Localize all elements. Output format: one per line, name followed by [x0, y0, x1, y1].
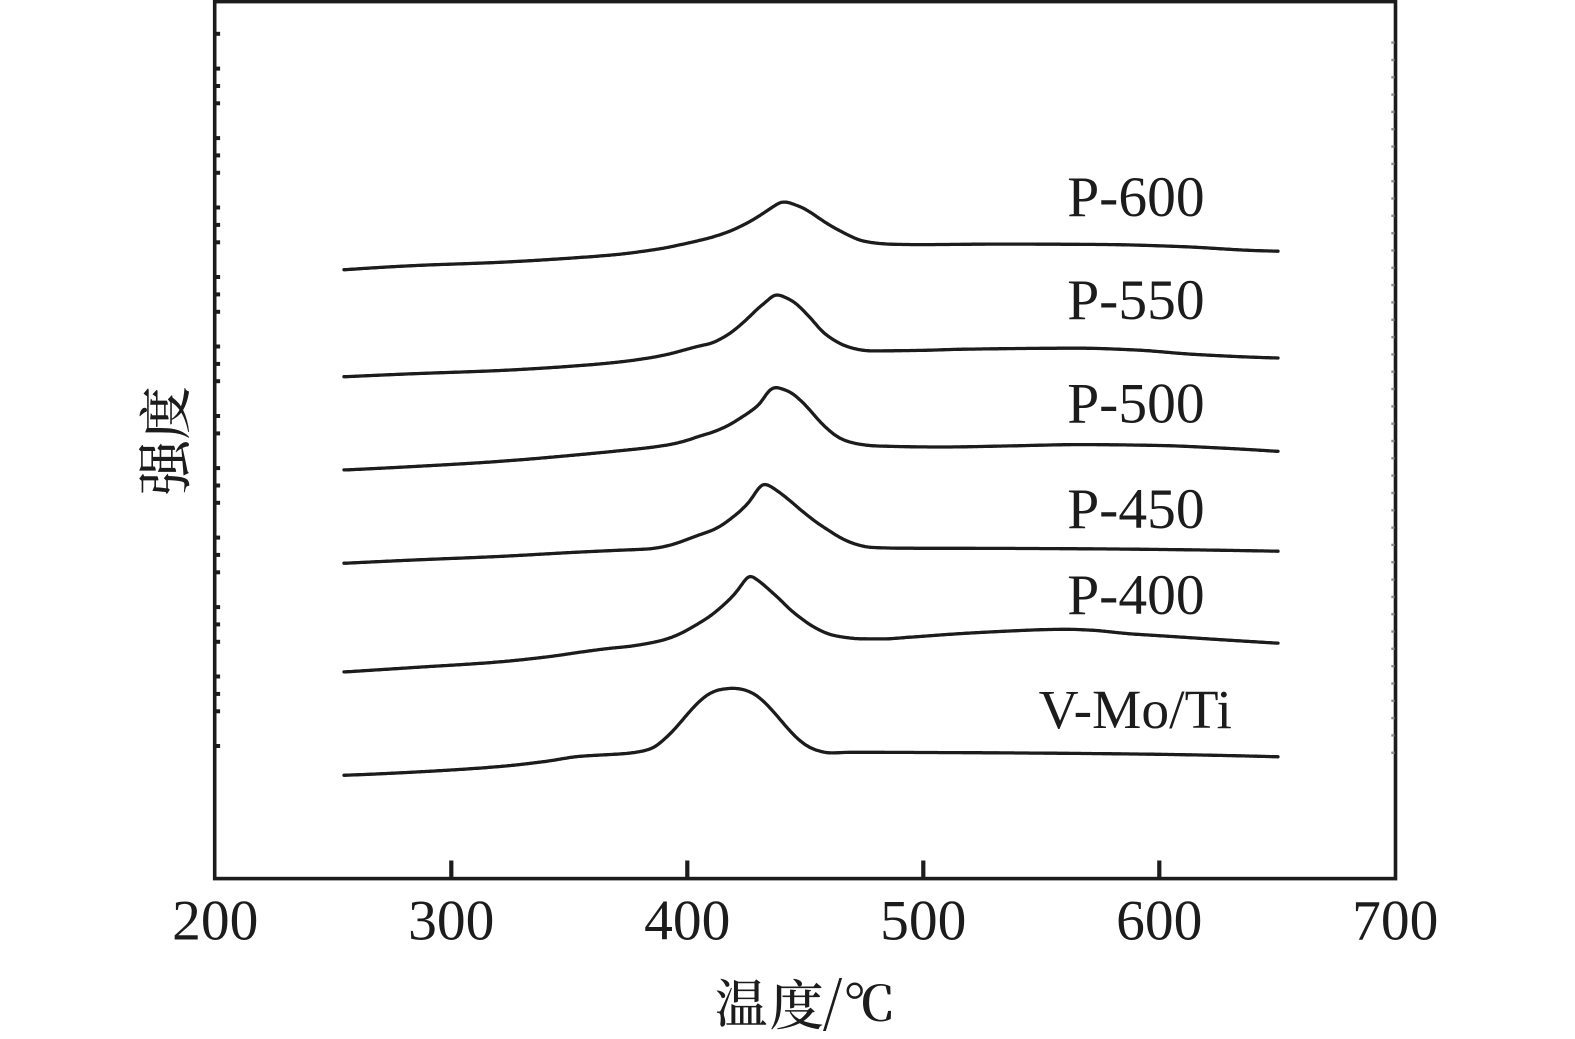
- svg-text:P-450: P-450: [1067, 478, 1204, 541]
- svg-text:200: 200: [172, 890, 258, 953]
- svg-text:P-400: P-400: [1067, 564, 1204, 627]
- svg-text:600: 600: [1116, 890, 1202, 953]
- svg-text:700: 700: [1352, 890, 1438, 953]
- svg-text:400: 400: [644, 890, 730, 953]
- svg-text:V-Mo/Ti: V-Mo/Ti: [1039, 680, 1232, 741]
- svg-text:P-550: P-550: [1067, 269, 1204, 332]
- svg-text:500: 500: [880, 890, 966, 953]
- svg-text:P-600: P-600: [1067, 166, 1204, 229]
- svg-text:300: 300: [408, 890, 494, 953]
- svg-text:P-500: P-500: [1067, 373, 1204, 436]
